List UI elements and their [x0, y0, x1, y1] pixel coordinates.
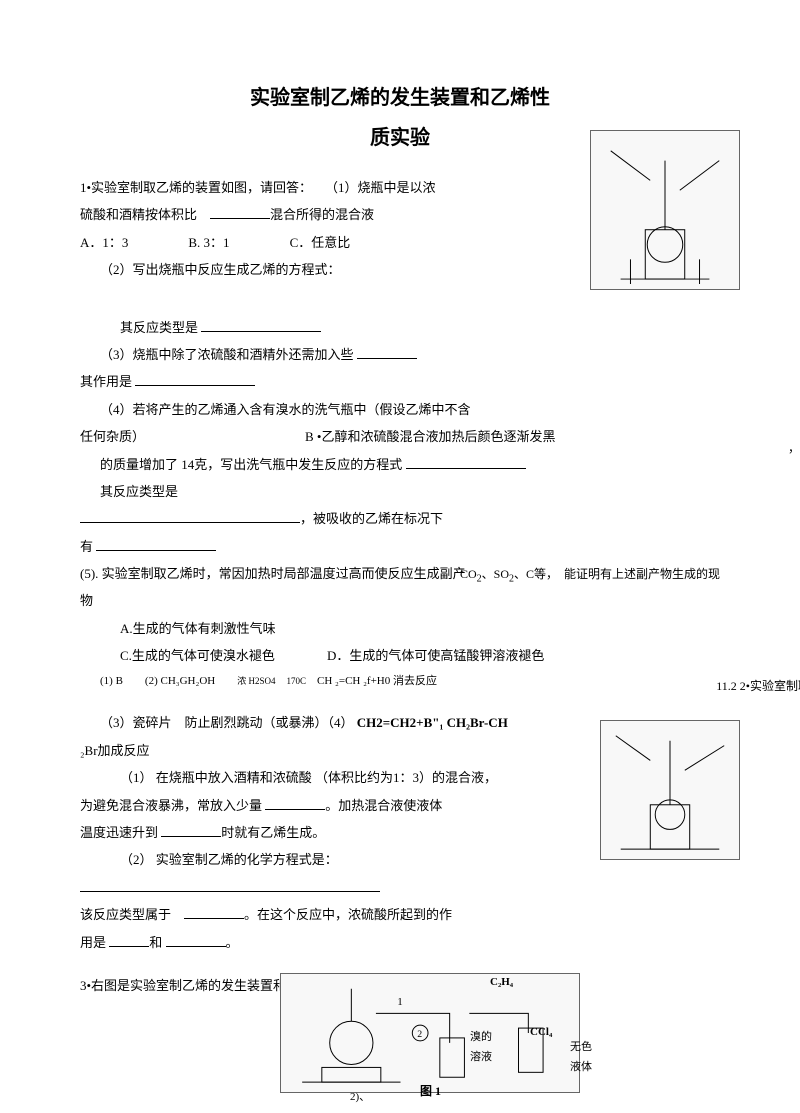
svg-text:2: 2: [417, 1029, 422, 1040]
q1-optCD: C.生成的气体可使溴水褪色 D．生成的气体可使高锰酸钾溶液褪色: [80, 644, 720, 667]
figure-label: 图 1: [420, 1081, 441, 1103]
blank: [135, 372, 255, 386]
q1-p5b: CO2、SO2、C等， 能证明有上述副产物生成的现: [460, 564, 720, 588]
opt-a: A．1：3: [80, 231, 128, 254]
label-2: 2)、: [350, 1088, 370, 1108]
q1-p3b: 其作用是: [80, 370, 720, 393]
blank: [80, 509, 300, 523]
label-ccl4: CCl₄: [530, 1023, 552, 1043]
label-c2h4: C₂H₄: [490, 973, 513, 993]
q2-p2b: 该反应类型属于 。在这个反应中，浓硫酸所起到的作: [80, 903, 720, 926]
opt-c: C．任意比: [290, 231, 351, 254]
blank: [406, 455, 526, 469]
label-colorless: 无色 液体: [570, 1038, 592, 1078]
q2-p2d: 用是 和 。: [80, 931, 720, 954]
q1-ans1: (1) B (2) CH₃GH₂OH 浓 H2SO4 170C CH ₂=CH …: [80, 672, 720, 692]
apparatus-diagram-1: [590, 130, 740, 290]
q1-p4c: ，测得洗气瓶: [788, 438, 800, 460]
apparatus-diagram-2: [600, 720, 740, 860]
q1-p4d: 的质量增加了 14克，写出洗气瓶中发生反应的方程式: [80, 453, 720, 476]
opt-b: B. 3：1: [188, 231, 229, 254]
blank: [265, 796, 325, 810]
q1-p4a2: 任何杂质）B •乙醇和浓硫酸混合液加热后颜色逐渐发黑: [80, 425, 720, 448]
blank: [96, 537, 216, 551]
q1-p4e: 其反应类型是: [80, 480, 720, 503]
blank: [161, 823, 221, 837]
q1-p4f: ，被吸收的乙烯在标况下: [80, 507, 720, 530]
q1-p3a: （3）烧瓶中除了浓硫酸和酒精外还需加入些: [80, 343, 720, 366]
page-number: 1: [397, 993, 403, 1013]
q1-p4a: （4）若将产生的乙烯通入含有溴水的洗气瓶中（假设乙烯中不含: [80, 398, 720, 421]
blank: [166, 933, 226, 947]
q1-optA: A.生成的气体有刺激性气味: [80, 617, 720, 640]
blank: [201, 318, 321, 332]
blank: [357, 345, 417, 359]
q1-p4g: 有: [80, 535, 720, 558]
blank: [109, 933, 149, 947]
q1-p2b: 其反应类型是: [80, 316, 720, 339]
blank: [80, 878, 380, 892]
title-main: 实验室制乙烯的发生装置和乙烯性: [80, 80, 720, 116]
q1-p5a2: 物: [80, 589, 720, 612]
blank: [210, 205, 270, 219]
q1-ans3d: 11.2 2•实验室制取乙烯的装置: [716, 676, 800, 698]
label-br: 溴的 溶液: [470, 1028, 492, 1068]
blank: [184, 905, 244, 919]
